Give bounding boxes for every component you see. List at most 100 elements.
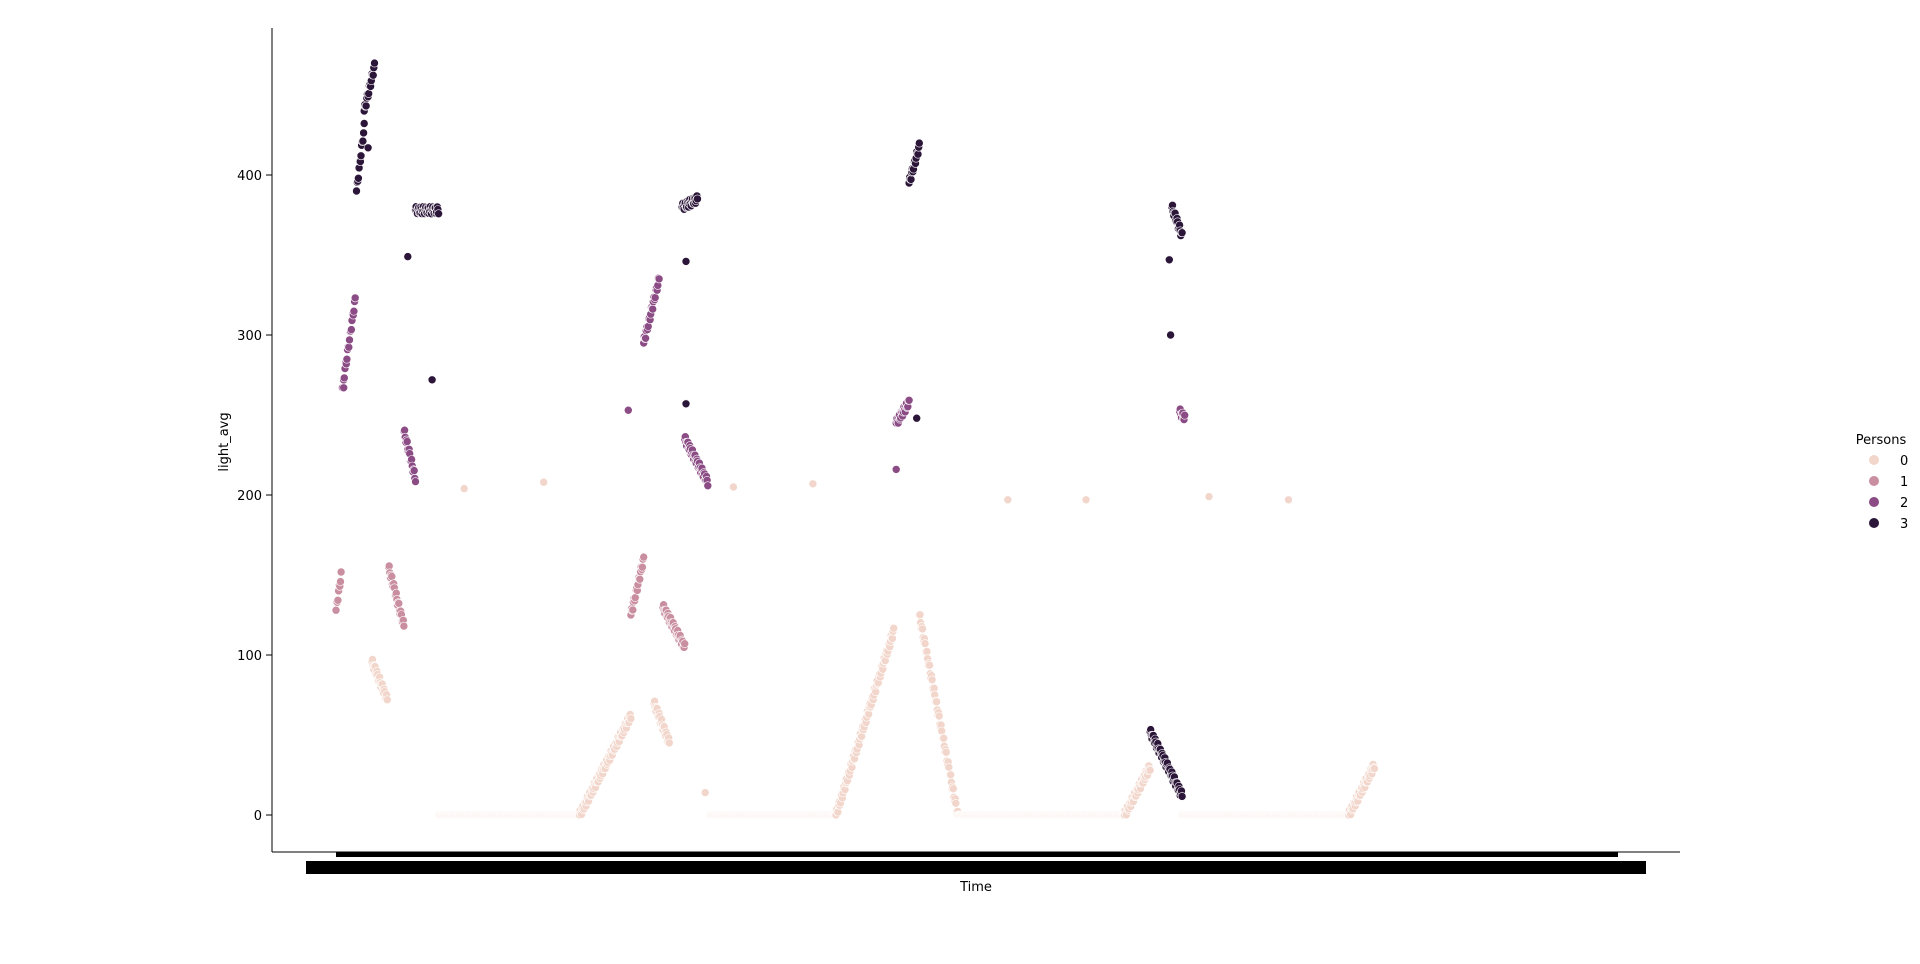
data-point-persons-3 (403, 252, 413, 261)
data-point-persons-0 (920, 639, 930, 648)
data-point-persons-3 (361, 101, 371, 111)
y-tick-label: 100 (237, 649, 262, 664)
data-point-persons-2 (409, 466, 419, 475)
data-point-persons-2 (648, 304, 658, 314)
y-axis-title: light_avg (217, 412, 232, 471)
data-point-persons-2 (339, 373, 349, 383)
legend-label-0: 0 (1900, 454, 1908, 469)
data-point-persons-2 (344, 342, 354, 352)
data-point-persons-3 (363, 143, 373, 153)
data-point-persons-2 (904, 395, 914, 405)
data-point-persons-1 (680, 639, 690, 649)
y-ticks: 0 100 200 300 400 (237, 169, 272, 824)
data-point-persons-0 (946, 770, 956, 780)
legend-marker-3 (1869, 518, 1879, 528)
legend-label-1: 1 (1900, 475, 1908, 490)
y-tick-label: 200 (237, 489, 262, 504)
y-tick-label: 300 (237, 329, 262, 344)
data-point-persons-0 (539, 477, 549, 487)
data-point-persons-3 (906, 175, 916, 184)
data-point-persons-2 (654, 274, 664, 284)
data-point-persons-0 (944, 762, 954, 772)
legend-title: Persons (1856, 433, 1907, 448)
data-point-persons-2 (347, 325, 356, 334)
data-point-persons-0 (937, 726, 947, 736)
data-point-persons-1 (630, 593, 640, 602)
y-tick-label: 0 (254, 809, 262, 824)
data-point-persons-3 (1165, 255, 1174, 265)
legend: Persons 0 1 2 3 (1856, 433, 1909, 532)
data-point-persons-3 (1177, 228, 1187, 237)
data-point-persons-3 (681, 399, 691, 409)
data-point-persons-1 (387, 572, 397, 581)
x-tick-labels-overlap (306, 861, 1646, 874)
legend-marker-2 (1869, 497, 1879, 507)
data-point-persons-0 (934, 711, 944, 721)
data-point-persons-0 (1081, 495, 1091, 505)
data-point-persons-2 (891, 465, 901, 474)
data-point-persons-3 (358, 136, 368, 146)
data-points (331, 58, 1379, 820)
legend-label-2: 2 (1900, 496, 1908, 511)
data-point-persons-2 (339, 383, 349, 393)
data-point-persons-2 (623, 405, 633, 415)
data-point-persons-3 (914, 138, 924, 148)
data-point-persons-1 (628, 605, 638, 615)
legend-marker-1 (1869, 476, 1879, 486)
data-point-persons-0 (915, 610, 925, 620)
data-point-persons-1 (333, 595, 343, 605)
data-point-persons-3 (359, 119, 369, 128)
data-point-persons-2 (350, 293, 360, 303)
data-point-persons-0 (1003, 495, 1013, 505)
legend-marker-0 (1869, 455, 1879, 465)
data-point-persons-3 (370, 58, 379, 68)
data-point-persons-0 (382, 695, 392, 705)
data-point-persons-0 (922, 647, 932, 656)
data-point-persons-0 (808, 479, 818, 489)
legend-label-3: 3 (1900, 517, 1908, 532)
data-point-persons-1 (394, 599, 404, 608)
data-point-persons-0 (925, 660, 934, 670)
data-point-persons-1 (639, 552, 649, 562)
data-point-persons-0 (1204, 492, 1214, 501)
data-point-persons-1 (638, 562, 647, 572)
data-point-persons-2 (402, 437, 412, 446)
data-point-persons-3 (434, 209, 443, 218)
data-point-persons-3 (364, 89, 374, 98)
data-point-persons-3 (912, 413, 922, 423)
data-point-persons-3 (354, 174, 363, 183)
data-point-persons-0 (700, 788, 710, 797)
data-point-persons-0 (1370, 764, 1379, 773)
data-point-persons-3 (352, 186, 361, 196)
data-point-persons-3 (368, 70, 378, 80)
data-point-persons-2 (411, 477, 420, 486)
data-point-persons-3 (356, 151, 366, 161)
x-tick-marks (336, 852, 1618, 857)
data-point-persons-1 (331, 605, 341, 615)
data-point-persons-0 (939, 733, 949, 743)
data-point-persons-0 (951, 798, 961, 808)
data-point-persons-3 (681, 257, 691, 266)
data-point-persons-2 (641, 333, 650, 343)
data-point-persons-0 (932, 697, 941, 707)
data-point-persons-0 (626, 714, 636, 723)
x-axis-title: Time (959, 880, 992, 895)
data-point-persons-2 (703, 481, 713, 491)
data-point-persons-3 (1177, 792, 1187, 801)
data-point-persons-2 (650, 293, 660, 302)
data-point-persons-3 (1166, 330, 1175, 340)
data-point-persons-0 (729, 482, 738, 492)
data-point-persons-0 (941, 747, 951, 757)
data-point-persons-1 (635, 574, 645, 584)
data-point-persons-2 (349, 306, 359, 316)
data-point-persons-3 (693, 194, 702, 204)
data-point-persons-3 (359, 128, 368, 138)
axes (271, 28, 1680, 874)
data-point-persons-0 (664, 738, 674, 748)
y-tick-label: 400 (237, 169, 262, 184)
data-point-persons-0 (888, 634, 897, 643)
data-point-persons-1 (336, 567, 346, 577)
data-point-persons-1 (336, 577, 345, 586)
data-point-persons-1 (399, 621, 409, 631)
